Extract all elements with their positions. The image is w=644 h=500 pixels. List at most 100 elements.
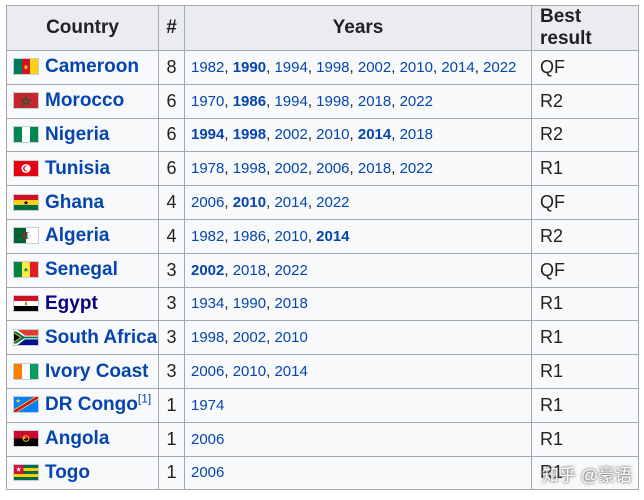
header-count[interactable]: #: [158, 5, 185, 51]
country-link[interactable]: Angola: [45, 428, 110, 450]
years-cell: 2006, 2010, 2014: [184, 354, 532, 389]
year-link[interactable]: 2010: [274, 227, 308, 245]
year-link[interactable]: 2014: [441, 58, 475, 76]
year-link[interactable]: 1998: [232, 126, 267, 144]
appearances-count: 1: [158, 387, 185, 423]
year-link[interactable]: 2002: [274, 160, 308, 178]
country-link[interactable]: Morocco: [45, 90, 125, 112]
reference-note-link[interactable]: [1]: [137, 392, 152, 407]
year-link[interactable]: 2018: [357, 92, 392, 110]
year-link[interactable]: 2018: [232, 261, 267, 279]
year-link[interactable]: 1982: [191, 227, 225, 245]
nigeria-flag-icon[interactable]: [13, 125, 39, 143]
best-result: R1: [531, 320, 639, 356]
year-link[interactable]: 2022: [399, 160, 433, 178]
south-africa-flag-icon[interactable]: [13, 328, 39, 346]
country-cell: Morocco: [6, 83, 159, 119]
country-link[interactable]: Togo: [45, 461, 91, 483]
years-cell: 1998, 2002, 2010: [184, 320, 532, 356]
country-link[interactable]: Tunisia: [45, 157, 111, 179]
table-row: Angola 1 2006 R1: [6, 421, 639, 457]
header-best-result[interactable]: Best result: [531, 5, 639, 51]
year-link[interactable]: 2010: [399, 58, 433, 76]
year-link[interactable]: 2002: [274, 126, 308, 144]
senegal-flag-icon[interactable]: [13, 261, 39, 279]
country-cell: Tunisia: [6, 151, 159, 187]
year-link[interactable]: 2018: [399, 126, 433, 144]
years-cell: 1934, 1990, 2018: [184, 286, 532, 322]
year-link[interactable]: 1986: [232, 92, 267, 110]
table-row: Senegal 3 2002, 2018, 2022 QF: [6, 252, 639, 288]
year-link[interactable]: 2022: [316, 194, 350, 212]
year-link[interactable]: 1934: [191, 295, 225, 313]
country-cell: Ivory Coast: [6, 354, 159, 389]
cameroon-flag-icon[interactable]: [13, 58, 39, 76]
year-link[interactable]: 2010: [232, 363, 267, 381]
country-link[interactable]: Ghana: [45, 191, 105, 213]
year-link[interactable]: 2010: [274, 329, 308, 347]
year-link[interactable]: 2018: [357, 160, 392, 178]
year-link[interactable]: 1982: [191, 58, 225, 76]
ghana-flag-icon[interactable]: [13, 193, 39, 211]
year-link[interactable]: 2006: [191, 430, 225, 448]
morocco-flag-icon[interactable]: [13, 92, 39, 110]
appearances-count: 6: [158, 117, 185, 153]
ivory-coast-flag-icon[interactable]: [13, 362, 39, 380]
country-link[interactable]: South Africa: [45, 326, 158, 348]
year-link[interactable]: 1990: [232, 295, 267, 313]
years-cell: 2006, 2010, 2014, 2022: [184, 185, 532, 220]
togo-flag-icon[interactable]: [13, 463, 39, 481]
country-link[interactable]: Egypt: [45, 292, 98, 314]
year-link[interactable]: 1974: [191, 396, 225, 414]
year-link[interactable]: 1998: [232, 160, 267, 178]
best-result: R2: [531, 117, 639, 153]
year-link[interactable]: 1970: [191, 92, 225, 110]
country-link[interactable]: Cameroon: [45, 56, 139, 78]
appearances-count: 3: [158, 320, 185, 356]
year-link[interactable]: 2006: [191, 363, 225, 381]
year-link[interactable]: 2010: [232, 194, 267, 212]
appearances-count: 4: [158, 185, 185, 220]
algeria-flag-icon[interactable]: [13, 227, 39, 245]
angola-flag-icon[interactable]: [13, 430, 39, 448]
year-link[interactable]: 2010: [316, 126, 350, 144]
year-link[interactable]: 2006: [191, 464, 225, 482]
country-link[interactable]: Ivory Coast: [45, 360, 149, 382]
header-years[interactable]: Years: [184, 5, 532, 51]
year-link[interactable]: 1994: [274, 58, 308, 76]
country-link[interactable]: DR Congo: [45, 394, 138, 416]
year-link[interactable]: 2022: [399, 92, 433, 110]
country-link[interactable]: Algeria: [45, 225, 110, 247]
header-country[interactable]: Country: [6, 5, 159, 51]
appearances-count: 6: [158, 83, 185, 119]
year-link[interactable]: 1998: [316, 58, 350, 76]
country-cell: Nigeria: [6, 117, 159, 153]
year-link[interactable]: 2022: [274, 261, 308, 279]
dr-congo-flag-icon[interactable]: [13, 396, 39, 414]
country-cell: Egypt: [6, 286, 159, 322]
year-link[interactable]: 2002: [357, 58, 392, 76]
year-link[interactable]: 2006: [316, 160, 350, 178]
egypt-flag-icon[interactable]: [13, 294, 39, 312]
year-link[interactable]: 2014: [274, 194, 308, 212]
year-link[interactable]: 2002: [232, 329, 267, 347]
year-link[interactable]: 1978: [191, 160, 225, 178]
year-link[interactable]: 2014: [357, 126, 392, 144]
year-link[interactable]: 1998: [191, 329, 225, 347]
best-result: R1: [531, 387, 639, 423]
year-link[interactable]: 1998: [316, 92, 350, 110]
year-link[interactable]: 2022: [483, 58, 517, 76]
year-link[interactable]: 2002: [191, 261, 225, 279]
country-link[interactable]: Senegal: [45, 259, 118, 281]
years-cell: 1970, 1986, 1994, 1998, 2018, 2022: [184, 83, 532, 119]
year-link[interactable]: 2014: [316, 227, 350, 245]
year-link[interactable]: 1994: [191, 126, 225, 144]
year-link[interactable]: 1994: [274, 92, 308, 110]
year-link[interactable]: 2014: [274, 363, 308, 381]
year-link[interactable]: 2018: [274, 295, 308, 313]
year-link[interactable]: 1986: [232, 227, 267, 245]
country-link[interactable]: Nigeria: [45, 123, 110, 145]
year-link[interactable]: 1990: [232, 58, 267, 76]
tunisia-flag-icon[interactable]: [13, 159, 39, 177]
year-link[interactable]: 2006: [191, 194, 225, 212]
